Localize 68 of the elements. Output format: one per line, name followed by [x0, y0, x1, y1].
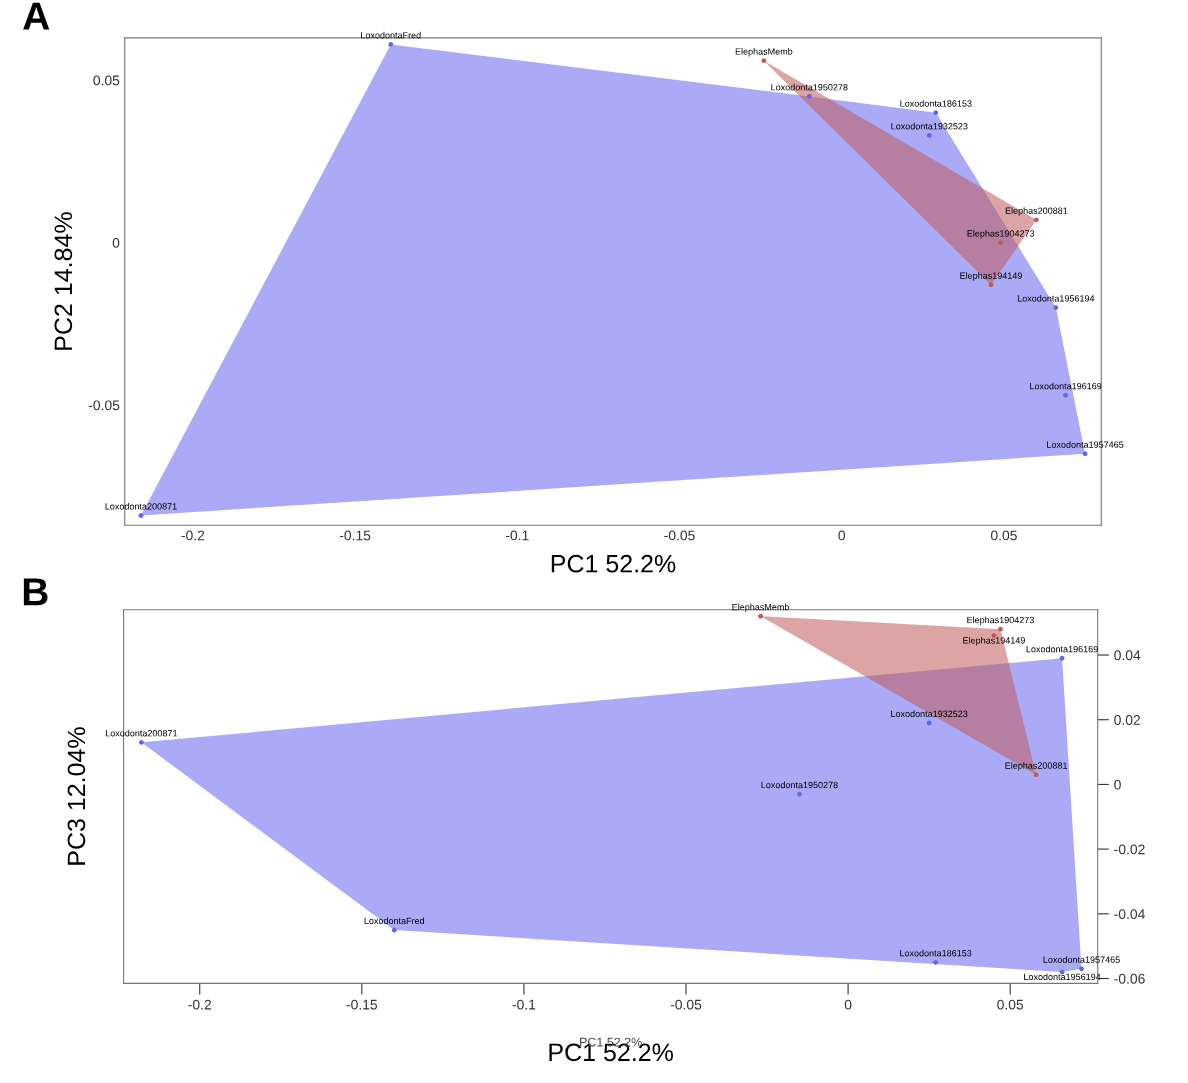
point: [1033, 217, 1039, 223]
annotation: Loxodonta1956194: [1017, 294, 1095, 302]
point: [388, 42, 394, 47]
annotation: Elephas194149: [963, 637, 1025, 646]
point: [1082, 451, 1088, 457]
y-tick-label: -0.04: [1114, 909, 1145, 919]
x-tick-label: 0: [844, 999, 852, 1010]
point: [797, 791, 802, 797]
annotation: Loxodonta1957465: [1043, 956, 1120, 963]
x-tick-label: -0.1: [505, 530, 529, 541]
annotation: Loxodonta196169: [1026, 645, 1098, 653]
x-tick-label: -0.1: [512, 999, 536, 1010]
annotation: Loxodonta196169: [1030, 382, 1102, 390]
annotation: Loxodonta1950278: [771, 83, 848, 91]
point: [138, 739, 144, 745]
point: [1033, 772, 1039, 778]
y-tick-label: 0.02: [1114, 715, 1141, 725]
point: [1063, 392, 1068, 398]
point: [998, 240, 1004, 245]
annotation: Elephas200881: [1005, 207, 1068, 216]
point: [1053, 305, 1059, 310]
x-tick-label: 0.05: [990, 530, 1017, 541]
annotation: Elephas200881: [1005, 762, 1068, 771]
point: [933, 110, 939, 116]
annotation: Loxodonta1950278: [761, 781, 838, 789]
annotation: Loxodonta1932523: [891, 122, 968, 130]
x-tick-label: 0: [838, 530, 846, 541]
point: [761, 58, 767, 64]
y-tick-label: 0.05: [93, 75, 120, 86]
y-tick-label: 0: [112, 237, 120, 248]
annotation: Loxodonta1957465: [1047, 441, 1124, 448]
x-tick-label: -0.15: [346, 999, 378, 1010]
chart-title: B: [23, 578, 48, 606]
point: [758, 613, 763, 619]
annotation: Loxodonta200871: [105, 502, 177, 510]
annotation: LoxodontaFred: [364, 917, 425, 925]
point: [933, 959, 939, 965]
x-tick-label: -0.2: [181, 530, 205, 541]
annotation: Loxodonta186153: [900, 100, 972, 107]
point: [998, 626, 1003, 632]
y-tick-label: -0.02: [1114, 844, 1145, 855]
annotation: Loxodonta186153: [900, 949, 972, 957]
x-tick-label: -0.05: [670, 999, 702, 1010]
chart-title: A: [23, 2, 50, 30]
y-axis-title: PC3 12.04%: [67, 727, 86, 865]
annotation: Elephas1904273: [967, 616, 1034, 625]
annotation: Loxodonta1956194: [1024, 973, 1101, 981]
annotation: Elephas194149: [960, 272, 1022, 281]
annotation: Loxodonta1932523: [891, 710, 968, 717]
annotation: ElephasMemb: [732, 603, 790, 613]
annotation: LoxodontaFred: [361, 31, 421, 39]
point: [806, 93, 812, 99]
point: [926, 132, 932, 138]
y-axis-title: PC2 14.84%: [54, 212, 73, 350]
point: [391, 927, 397, 933]
annotation: Loxodonta200871: [105, 729, 178, 737]
x-tick-label: -0.2: [188, 999, 211, 1010]
point: [1079, 966, 1084, 972]
x-tick-label: -0.15: [339, 530, 371, 541]
x-tick-label: -0.05: [664, 530, 695, 541]
point: [1059, 655, 1065, 661]
annotation: ElephasMemb: [735, 48, 793, 57]
y-tick-label: 0: [1114, 779, 1121, 790]
x-axis-title: PC1 52.2%: [551, 554, 676, 573]
y-tick-label: -0.06: [1114, 973, 1145, 984]
x-tick-label: 0.05: [997, 999, 1024, 1010]
y-tick-label: -0.05: [88, 400, 120, 411]
y-tick-label: 0.04: [1114, 650, 1141, 661]
